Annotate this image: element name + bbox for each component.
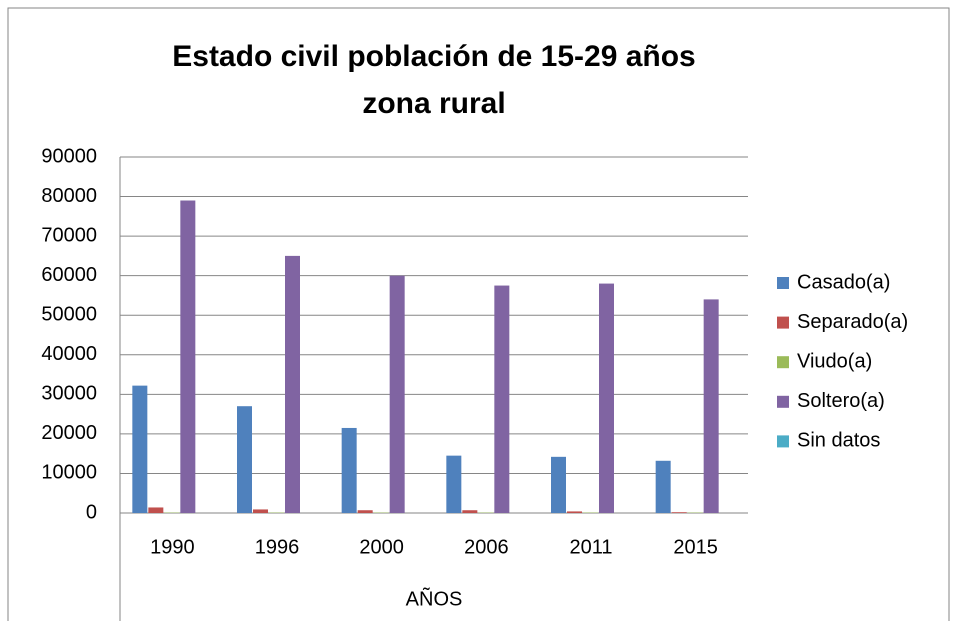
y-tick-label: 30000 bbox=[41, 383, 97, 405]
legend-label: Sin datos bbox=[797, 430, 880, 452]
chart-title: zona rural bbox=[362, 87, 505, 120]
legend-swatch bbox=[777, 435, 789, 448]
bar bbox=[567, 511, 582, 513]
bar bbox=[253, 509, 268, 513]
bar bbox=[599, 283, 614, 513]
bar bbox=[357, 510, 373, 513]
x-axis-label: AÑOS bbox=[406, 586, 463, 610]
bar bbox=[148, 507, 164, 513]
y-tick-label: 50000 bbox=[41, 304, 97, 326]
y-tick-label: 90000 bbox=[41, 145, 97, 167]
y-tick-label: 20000 bbox=[41, 422, 97, 444]
legend-label: Separado(a) bbox=[797, 311, 908, 333]
x-tick-label: 2006 bbox=[464, 536, 509, 558]
y-tick-label: 10000 bbox=[41, 462, 97, 484]
x-tick-label: 2011 bbox=[569, 536, 612, 558]
bar bbox=[285, 255, 300, 513]
legend-label: Casado(a) bbox=[797, 271, 890, 293]
bar bbox=[494, 285, 510, 513]
chart-title: Estado civil población de 15-29 años bbox=[172, 40, 696, 73]
x-tick-label: 1996 bbox=[255, 536, 300, 558]
x-tick-label: 2000 bbox=[359, 536, 404, 558]
y-tick-label: 70000 bbox=[41, 224, 97, 246]
bar bbox=[671, 512, 687, 513]
y-tick-label: 60000 bbox=[41, 264, 97, 286]
chart-frame bbox=[7, 7, 950, 621]
y-tick-label: 0 bbox=[86, 501, 97, 523]
legend-swatch bbox=[777, 277, 789, 289]
bar bbox=[462, 510, 478, 513]
bar bbox=[389, 275, 405, 513]
legend-swatch bbox=[777, 395, 789, 408]
x-tick-label: 1990 bbox=[150, 536, 195, 558]
legend-swatch bbox=[777, 356, 789, 369]
bar bbox=[446, 455, 462, 513]
x-tick-label: 2015 bbox=[673, 536, 718, 558]
y-tick-label: 40000 bbox=[41, 343, 97, 365]
bar bbox=[551, 456, 566, 513]
bar bbox=[341, 427, 357, 513]
bar bbox=[237, 406, 252, 513]
legend-label: Viudo(a) bbox=[797, 350, 872, 372]
bar bbox=[655, 460, 671, 513]
y-tick-label: 80000 bbox=[41, 185, 97, 207]
legend-swatch bbox=[777, 316, 789, 329]
legend-label: Soltero(a) bbox=[797, 390, 885, 412]
bar bbox=[703, 299, 719, 513]
bar bbox=[132, 385, 148, 513]
bar bbox=[180, 200, 196, 513]
